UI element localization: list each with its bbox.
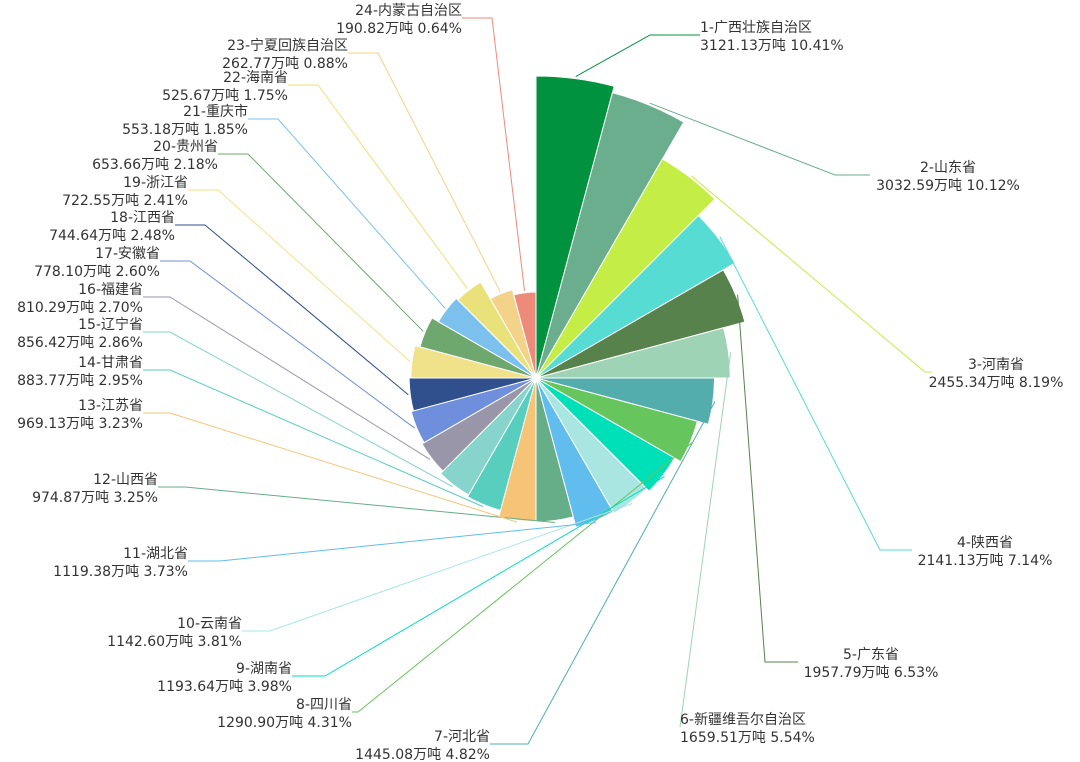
slice-label-value-6: 1659.51万吨 5.54% <box>680 730 815 746</box>
slice-label-name-12: 12-山西省 <box>93 472 158 488</box>
slice-label-value-1: 3121.13万吨 10.41% <box>700 38 844 54</box>
labels-layer: 1-广西壮族自治区 3121.13万吨 10.41% 2-山东省 3032.59万吨 … <box>17 3 1063 762</box>
leader-line-23 <box>348 52 501 293</box>
slice-label-value-16: 810.29万吨 2.70% <box>17 300 143 316</box>
slice-label-name-18: 18-江西省 <box>110 210 175 226</box>
leader-line-15 <box>143 331 453 488</box>
slice-15[interactable] <box>439 377 537 496</box>
slice-3[interactable] <box>535 158 716 379</box>
slice-label-name-4: 4-陕西省 <box>957 535 1013 551</box>
slice-17[interactable] <box>410 377 537 444</box>
leader-line-14 <box>143 369 483 507</box>
slice-label-name-1: 1-广西壮族自治区 <box>700 20 812 36</box>
slice-label-value-10: 1142.60万吨 3.81% <box>107 634 242 650</box>
slice-label-value-2: 3032.59万吨 10.12% <box>876 178 1020 194</box>
slice-label-value-5: 1957.79万吨 6.53% <box>804 665 939 681</box>
slice-6[interactable] <box>535 327 731 379</box>
leader-line-7 <box>490 401 716 745</box>
slice-label-name-10: 10-云南省 <box>177 616 242 632</box>
slice-label-value-7: 1445.08万吨 4.82% <box>355 747 490 762</box>
slice-14[interactable] <box>466 377 537 512</box>
slice-label-name-11: 11-湖北省 <box>123 546 188 562</box>
slice-label-value-24: 190.82万吨 0.64% <box>336 21 462 37</box>
slice-label-value-12: 974.87万吨 3.25% <box>32 490 158 506</box>
slice-label-value-11: 1119.38万吨 3.73% <box>53 564 188 580</box>
leader-line-19 <box>188 189 411 362</box>
slice-label-value-23: 262.77万吨 0.88% <box>222 56 348 72</box>
leader-line-21 <box>248 118 446 309</box>
slice-2[interactable] <box>535 91 685 379</box>
slice-label-name-14: 14-甘肃省 <box>78 355 143 371</box>
slice-18[interactable] <box>408 377 537 412</box>
slice-22[interactable] <box>457 281 537 379</box>
slice-16[interactable] <box>421 377 537 472</box>
leader-line-16 <box>143 296 431 460</box>
leader-line-11 <box>188 522 596 562</box>
leader-line-17 <box>160 260 415 429</box>
slice-4[interactable] <box>535 214 736 379</box>
slice-label-value-17: 778.10万吨 2.60% <box>34 264 160 280</box>
slice-label-value-4: 2141.13万吨 7.14% <box>918 553 1053 569</box>
leader-line-12 <box>158 486 556 523</box>
slice-label-name-22: 22-海南省 <box>223 70 288 86</box>
slice-label-value-22: 525.67万吨 1.75% <box>162 88 288 104</box>
slice-label-name-20: 20-贵州省 <box>153 139 218 155</box>
slice-20[interactable] <box>419 317 537 379</box>
leader-line-5 <box>737 294 798 663</box>
leader-line-3 <box>690 175 932 373</box>
slice-label-name-16: 16-福建省 <box>78 282 143 298</box>
leader-line-22 <box>288 84 468 289</box>
slice-label-name-21: 21-重庆市 <box>183 103 248 120</box>
slice-24[interactable] <box>513 291 537 379</box>
leader-line-4 <box>719 236 912 551</box>
leader-line-2 <box>649 102 870 176</box>
slice-label-name-19: 19-浙江省 <box>123 175 188 191</box>
slice-label-value-21: 553.18万吨 1.85% <box>122 122 248 138</box>
slice-1[interactable] <box>535 75 615 379</box>
leader-line-8 <box>352 442 693 713</box>
slice-21[interactable] <box>437 297 537 379</box>
slice-label-name-2: 2-山东省 <box>920 160 976 176</box>
slice-label-value-15: 856.42万吨 2.86% <box>17 335 143 351</box>
slice-9[interactable] <box>535 377 676 492</box>
leader-line-9 <box>292 476 665 677</box>
slice-label-name-3: 3-河南省 <box>968 357 1024 373</box>
slice-label-name-13: 13-江苏省 <box>78 398 143 414</box>
slice-10[interactable] <box>535 377 648 514</box>
slices-layer <box>408 75 746 528</box>
slice-23[interactable] <box>489 289 537 379</box>
slice-label-value-19: 722.55万吨 2.41% <box>62 193 188 209</box>
leader-line-18 <box>175 224 409 396</box>
slice-label-name-9: 9-湖南省 <box>236 661 292 677</box>
slice-label-name-23: 23-宁夏回族自治区 <box>227 37 348 54</box>
leader-line-13 <box>143 412 518 523</box>
slice-label-name-5: 5-广东省 <box>843 647 899 663</box>
slice-label-value-18: 744.64万吨 2.48% <box>49 228 175 244</box>
leader-lines-layer <box>143 17 932 745</box>
slice-8[interactable] <box>535 377 699 463</box>
slice-label-name-8: 8-四川省 <box>296 697 352 713</box>
slice-label-name-7: 7-河北省 <box>434 729 490 745</box>
slice-label-name-24: 24-内蒙古自治区 <box>355 3 462 19</box>
leader-line-6 <box>679 352 732 728</box>
slice-label-value-3: 2455.34万吨 8.19% <box>929 375 1064 391</box>
leader-line-1 <box>575 34 700 78</box>
leader-line-24 <box>462 17 525 291</box>
slice-label-value-8: 1290.90万吨 4.31% <box>217 715 352 731</box>
slice-label-value-20: 653.66万吨 2.18% <box>92 157 218 173</box>
slice-label-name-6: 6-新疆维吾尔自治区 <box>680 712 806 728</box>
slice-label-name-15: 15-辽宁省 <box>78 316 143 333</box>
slice-label-value-14: 883.77万吨 2.95% <box>17 373 143 389</box>
slice-label-value-13: 969.13万吨 3.23% <box>17 416 143 432</box>
slice-5[interactable] <box>535 269 746 379</box>
leader-line-20 <box>218 153 424 332</box>
slice-label-value-9: 1193.64万吨 3.98% <box>157 679 292 695</box>
slice-label-name-17: 17-安徽省 <box>95 246 160 262</box>
leader-line-10 <box>242 503 633 632</box>
